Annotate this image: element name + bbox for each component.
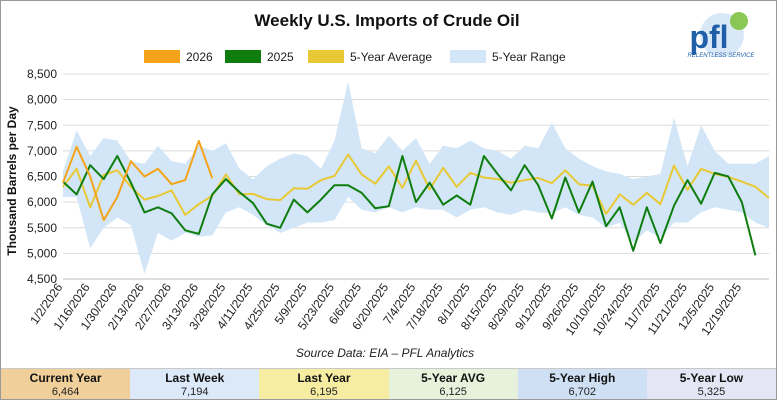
series-line-2026 (62, 139, 214, 222)
stat-label: 5-Year Low (679, 370, 744, 385)
stat-label: 5-Year High (549, 370, 616, 385)
stat-value: 7,194 (180, 385, 209, 398)
legend-label: 5-Year Range (492, 50, 566, 64)
legend-swatch (308, 50, 344, 63)
y-tick-label: 8,000 (27, 93, 57, 107)
stat-cell: Last Week 7,194 (130, 369, 260, 399)
stat-label: Last Year (297, 370, 351, 385)
legend-swatch (144, 50, 180, 63)
legend-swatch (225, 50, 261, 63)
stat-label: Current Year (29, 370, 102, 385)
y-tick-label: 6,500 (27, 170, 57, 184)
stat-cell: Current Year 6,464 (1, 369, 131, 399)
stat-value: 6,125 (439, 385, 467, 398)
stat-cell: 5-Year AVG 6,125 (388, 369, 518, 399)
x-axis-ticks: 1/2/20261/16/20261/30/20262/13/20262/27/… (27, 280, 744, 337)
source-note: Source Data: EIA – PFL Analytics (296, 346, 474, 360)
stat-cell: Last Year 6,195 (259, 369, 389, 399)
chart-title: Weekly U.S. Imports of Crude Oil (254, 11, 519, 30)
y-axis-ticks: 4,500 5,000 5,500 6,000 6,500 7,000 7,500 8,000… (27, 67, 57, 286)
series-lines (62, 139, 770, 256)
five-year-range-band (63, 81, 769, 274)
summary-stats-bar: Current Year 6,464 Last Week 7,194 Last Year… (1, 368, 776, 399)
stat-label: 5-Year AVG (421, 370, 486, 385)
stat-cell: 5-Year Low 5,325 (646, 369, 776, 399)
legend-label: 5-Year Average (350, 50, 432, 64)
stat-value: 6,195 (310, 385, 338, 398)
y-tick-label: 5,000 (27, 246, 57, 260)
legend-label: 2025 (267, 50, 294, 64)
line-chart: Weekly U.S. Imports of Crude Oil pfl REL… (5, 11, 770, 360)
y-tick-label: 7,500 (27, 118, 57, 132)
stat-value: 5,325 (697, 385, 726, 398)
legend-label: 2026 (186, 50, 213, 64)
stat-value: 6,702 (568, 385, 597, 398)
y-tick-label: 5,500 (27, 221, 57, 235)
logo-subtext: RELENTLESS SERVICE (688, 53, 756, 59)
y-tick-label: 6,000 (27, 195, 57, 209)
series-line-2025 (62, 155, 757, 256)
y-tick-label: 7,000 (27, 144, 57, 158)
y-tick-label: 8,500 (27, 67, 57, 81)
series-line-5-year-average (62, 153, 770, 216)
pfl-logo: pfl RELENTLESS SERVICE (688, 12, 756, 59)
y-tick-label: 4,500 (27, 272, 57, 286)
y-axis-label: Thousand Barrels per Day (5, 106, 19, 256)
five-year-range-area (63, 81, 769, 274)
stat-cell: 5-Year High 6,702 (517, 369, 647, 399)
legend-swatch (450, 50, 486, 63)
logo-text: pfl (689, 19, 728, 55)
stat-value: 6,464 (51, 385, 80, 398)
legend: 2026 2025 5-Year Average 5-Year Range (144, 50, 566, 64)
stat-label: Last Week (165, 370, 225, 385)
